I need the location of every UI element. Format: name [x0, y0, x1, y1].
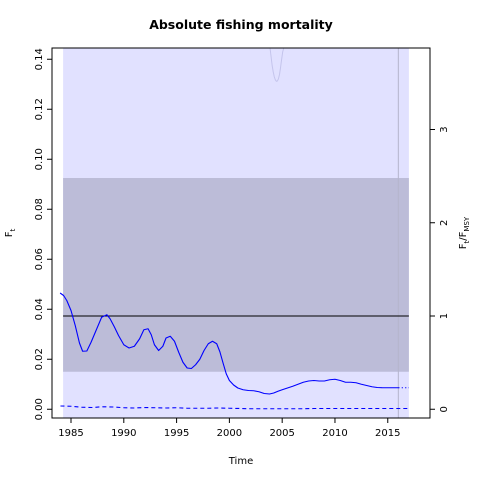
right-axis-title-rest: /F: [458, 231, 469, 240]
right-axis-title-sub-t: t: [463, 240, 471, 243]
right-tick-label: 2: [439, 220, 450, 226]
y-axis-title-group: Ft: [4, 228, 17, 237]
upper-ci-curve: [269, 47, 285, 82]
y-tick-label: 0.10: [34, 148, 45, 170]
x-axis-title: Time: [228, 456, 253, 467]
y-tick-label: 0.00: [34, 398, 45, 420]
x-tick-label: 2010: [322, 428, 347, 439]
x-tick-label: 1985: [58, 428, 83, 439]
right-axis-title-main: F: [458, 243, 469, 249]
chart-title: Absolute fishing mortality: [149, 17, 333, 32]
y-axis-title-subscript: t: [9, 228, 17, 231]
right-tick-label: 0: [439, 406, 450, 412]
lower-dashed-line: [60, 405, 409, 410]
y-axis-title-main: F: [4, 231, 15, 237]
y-axis-title: Ft: [4, 228, 17, 237]
right-axis-title-group: Ft/FMSY: [458, 216, 471, 249]
x-tick-label: 1990: [111, 428, 136, 439]
y-tick-label: 0.08: [34, 198, 45, 220]
right-axis-title-sub-msy: MSY: [463, 216, 471, 231]
y-tick-label: 0.12: [34, 98, 45, 120]
right-tick-label: 3: [439, 126, 450, 132]
ci-curves: [269, 47, 285, 82]
x-tick-label: 2005: [269, 428, 294, 439]
y-tick-label: 0.04: [34, 298, 45, 320]
x-tick-label: 2000: [217, 428, 242, 439]
x-tick-label: 2015: [375, 428, 400, 439]
fishing-mortality-line: [59, 292, 399, 395]
series-lines: [59, 292, 409, 410]
plot-frame: [51, 47, 431, 419]
y-axis: 0.00 0.02 0.04 0.06 0.08 0.10 0.12 0.14: [34, 48, 52, 420]
right-axis: 0 1 2 3: [430, 126, 450, 412]
right-axis-title: Ft/FMSY: [458, 216, 471, 249]
inner-confidence-band: [63, 178, 409, 372]
x-tick-label: 1995: [164, 428, 189, 439]
x-axis: 1985 1990 1995 2000 2005 2010 2015: [58, 418, 400, 439]
right-tick-label: 1: [439, 313, 450, 319]
reference-lines: [63, 48, 409, 418]
y-tick-label: 0.06: [34, 248, 45, 270]
y-tick-label: 0.02: [34, 348, 45, 370]
y-tick-label: 0.14: [34, 48, 45, 70]
confidence-bands: [63, 48, 409, 418]
